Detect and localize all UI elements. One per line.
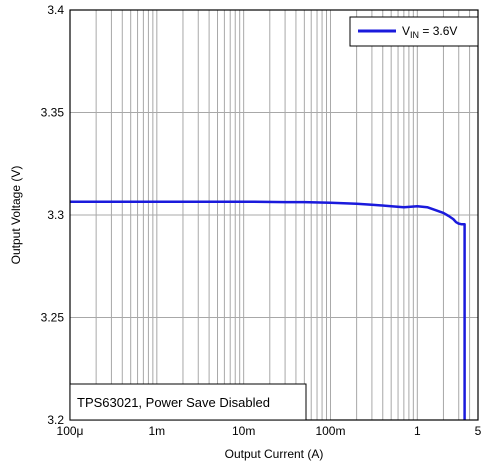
legend-label-main: V [402,24,410,38]
x-tick-label: 5 [475,424,482,438]
legend-label-rest: = 3.6V [419,24,457,38]
annotation-box [69,383,307,421]
y-tick-label: 3.2 [47,413,64,427]
annotation-text: TPS63021, Power Save Disabled [77,395,270,410]
x-axis-title: Output Current (A) [225,447,324,461]
annotation: TPS63021, Power Save Disabled [69,383,307,421]
grid-lines [69,9,479,421]
x-tick-labels: 100μ 1m 10m 100m 1 5 [57,424,482,438]
series-layer [70,200,466,420]
x-tick-label: 1 [414,424,421,438]
series-line [70,200,466,420]
y-tick-label: 3.3 [47,208,64,222]
x-tick-label: 10m [232,424,255,438]
legend: VIN = 3.6V [349,16,479,47]
y-tick-label: 3.4 [47,3,64,17]
x-tick-label: 1m [148,424,165,438]
legend-label: VIN = 3.6V [402,24,457,40]
y-tick-label: 3.25 [41,311,65,325]
legend-label-sub: IN [410,30,419,40]
y-tick-labels: 3.2 3.25 3.3 3.35 3.4 [41,3,65,427]
y-axis-title: Output Voltage (V) [9,166,23,265]
y-tick-label: 3.35 [41,106,65,120]
x-tick-label: 100μ [57,424,84,438]
x-tick-label: 100m [315,424,345,438]
